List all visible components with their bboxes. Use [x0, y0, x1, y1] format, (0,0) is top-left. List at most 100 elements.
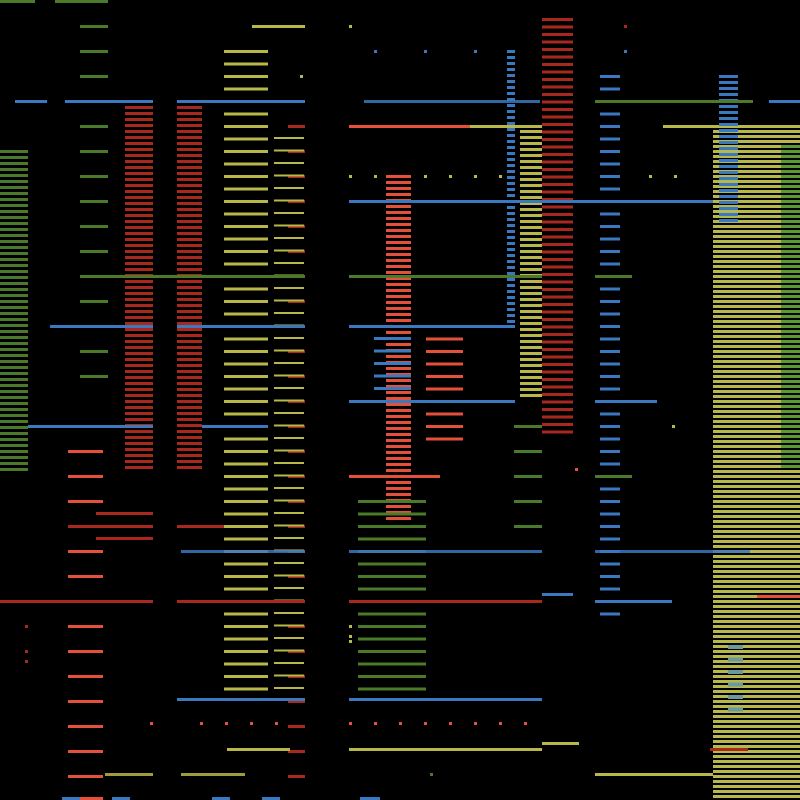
stripe: [520, 184, 542, 187]
stripe: [0, 468, 28, 471]
stripe: [713, 285, 800, 288]
stripe: [663, 125, 713, 128]
stripe: [624, 50, 627, 53]
stripe: [542, 228, 573, 231]
stripe: [177, 118, 202, 121]
stripe: [713, 215, 800, 218]
stripe: [224, 75, 268, 78]
stripe: [470, 125, 542, 128]
stripe: [507, 314, 515, 317]
stripe: [713, 430, 800, 433]
stripe: [719, 93, 738, 96]
stripe: [224, 137, 268, 141]
stripe: [358, 587, 426, 591]
stripe: [713, 355, 800, 358]
dashed-stripe: [105, 773, 153, 776]
stripe: [781, 280, 800, 283]
stripe: [713, 670, 800, 673]
stripe: [125, 148, 153, 151]
stripe: [781, 220, 800, 223]
stripe: [507, 146, 515, 149]
stripe: [177, 340, 202, 343]
stripe: [713, 275, 800, 278]
stripe: [781, 185, 800, 188]
stripe: [713, 325, 800, 328]
stripe: [212, 797, 230, 800]
stripe: [0, 0, 35, 3]
stripe: [177, 142, 202, 145]
stripe: [177, 244, 202, 247]
stripe: [600, 125, 620, 128]
stripe: [386, 211, 411, 214]
stripe: [542, 340, 573, 344]
stripe: [542, 123, 573, 126]
stripe: [224, 562, 268, 566]
stripe: [781, 385, 800, 388]
stripe: [386, 505, 411, 508]
stripe: [0, 276, 28, 279]
stripe: [781, 320, 800, 323]
stripe: [713, 725, 800, 728]
stripe: [781, 180, 800, 183]
stripe: [600, 487, 620, 491]
stripe: [274, 137, 304, 139]
stripe: [600, 325, 620, 328]
stripe: [719, 201, 738, 204]
stripe: [275, 722, 278, 725]
stripe: [781, 190, 800, 193]
stripe: [781, 245, 800, 248]
stripe: [520, 394, 542, 397]
stripe: [713, 655, 800, 658]
stripe: [595, 475, 632, 478]
stripe: [125, 304, 153, 307]
stripe: [524, 722, 527, 725]
stripe: [386, 181, 411, 184]
stripe: [520, 154, 542, 157]
stripe: [713, 565, 800, 568]
stripe: [125, 202, 153, 205]
stripe: [274, 149, 304, 152]
stripe: [713, 175, 800, 178]
stripe: [713, 695, 800, 698]
stripe: [224, 500, 268, 503]
stripe: [781, 345, 800, 348]
stripe: [600, 362, 620, 366]
stripe: [507, 98, 515, 101]
stripe: [719, 207, 738, 210]
stripe: [520, 220, 542, 223]
stripe: [177, 238, 202, 241]
stripe: [713, 680, 800, 683]
stripe: [520, 316, 542, 319]
stripe: [595, 773, 713, 776]
stripe: [0, 168, 28, 171]
stripe: [719, 213, 738, 216]
stripe: [542, 168, 573, 171]
stripe: [374, 387, 411, 390]
stripe: [177, 100, 305, 103]
stripe: [713, 540, 800, 543]
stripe: [713, 735, 800, 738]
stripe: [713, 490, 800, 493]
stripe: [386, 331, 411, 334]
stripe: [542, 310, 573, 314]
stripe: [125, 178, 153, 181]
stripe: [713, 250, 800, 253]
stripe: [781, 195, 800, 198]
stripe: [125, 166, 153, 169]
stripe: [177, 250, 202, 253]
stripe: [274, 374, 304, 377]
stripe: [542, 333, 573, 336]
stripe: [177, 406, 202, 409]
stripe: [520, 142, 542, 145]
stripe: [713, 685, 800, 688]
stripe: [177, 202, 202, 205]
stripe: [177, 346, 202, 349]
stripe: [68, 575, 103, 578]
stripe: [50, 325, 153, 328]
stripe: [0, 318, 28, 321]
stripe: [274, 674, 304, 677]
stripe: [713, 485, 800, 488]
stripe: [507, 290, 515, 293]
stripe: [713, 780, 800, 783]
